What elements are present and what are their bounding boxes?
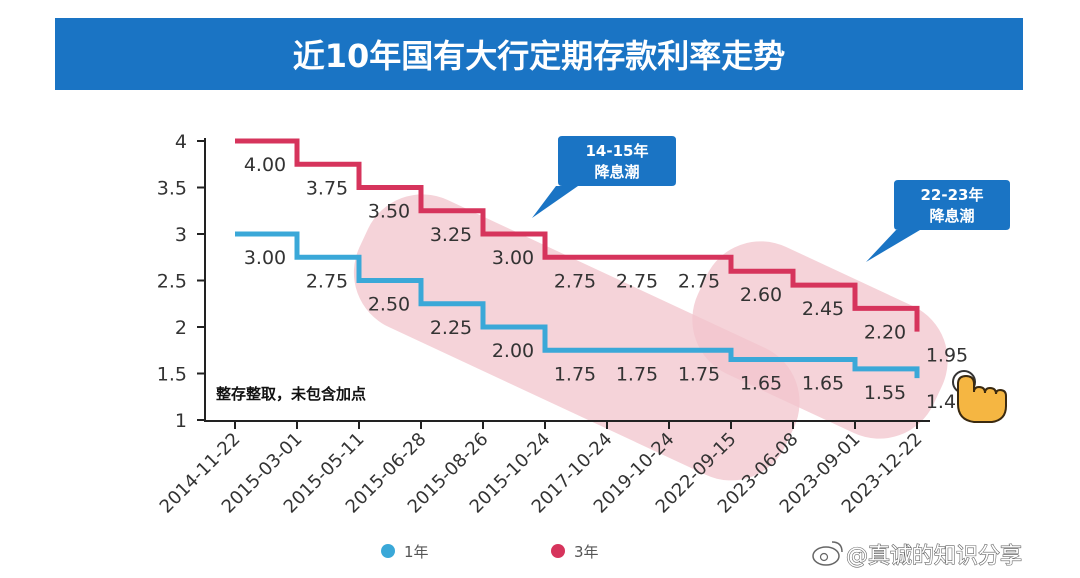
data-label-1yr: 2.00 (492, 340, 534, 362)
data-label-3yr: 2.60 (740, 284, 782, 306)
series-line-3yr (235, 138, 920, 332)
data-label-3yr: 2.75 (554, 270, 596, 292)
y-tick-label: 3.5 (157, 178, 187, 200)
legend-marker-1yr (381, 544, 395, 558)
data-label-3yr: 3.25 (430, 224, 472, 246)
data-label-1yr: 1.75 (616, 363, 658, 385)
callout-2-line-2: 降息潮 (929, 207, 974, 225)
legend-label-3yr: 3年 (574, 543, 599, 561)
y-tick-label: 1 (175, 410, 187, 432)
data-label-1yr: 1.75 (678, 363, 720, 385)
y-tick-label: 4 (175, 131, 187, 153)
callout-1-line-1: 14-15年 (586, 142, 649, 160)
watermark: @真诚的知识分享 (812, 541, 1023, 570)
y-tick-label: 2.5 (157, 271, 187, 293)
highlight-band-2022-2023 (692, 241, 948, 439)
data-label-1yr: 3.00 (244, 247, 286, 269)
callout-2-line-1: 22-23年 (921, 186, 984, 204)
weibo-icon (812, 541, 843, 566)
data-label-1yr: 2.50 (368, 294, 410, 316)
series-line-1yr (235, 231, 920, 379)
legend: 1年 3年 (381, 543, 599, 561)
axes: 11.522.533.542014-11-222015-03-012015-05… (156, 131, 930, 518)
data-label-3yr: 3.75 (306, 177, 348, 199)
data-label-3yr: 2.20 (864, 321, 906, 343)
pointing-hand-icon (952, 370, 1007, 423)
callout-14-15: 14-15年 降息潮 (532, 136, 676, 218)
data-label-1yr: 1.65 (740, 373, 782, 395)
data-label-3yr: 4.00 (244, 154, 286, 176)
data-label-3yr: 2.45 (802, 298, 844, 320)
chart-title: 近10年国有大行定期存款利率走势 (293, 37, 786, 75)
data-label-1yr: 2.25 (430, 317, 472, 339)
data-label-1yr: 1.65 (802, 373, 844, 395)
title-bar (55, 18, 1023, 90)
highlight-bands (353, 194, 948, 481)
legend-label-1yr: 1年 (404, 543, 429, 561)
data-label-3yr: 1.95 (926, 345, 968, 367)
y-tick-label: 3 (175, 224, 187, 246)
data-label-1yr: 1.55 (864, 382, 906, 404)
series-lines (235, 138, 920, 379)
callout-1-line-2: 降息潮 (594, 163, 639, 181)
callout-22-23: 22-23年 降息潮 (866, 180, 1010, 262)
y-tick-label: 1.5 (157, 364, 187, 386)
data-label-3yr: 3.00 (492, 247, 534, 269)
y-tick-label: 2 (175, 317, 187, 339)
data-label-1yr: 2.75 (306, 270, 348, 292)
legend-marker-3yr (551, 544, 565, 558)
watermark-text: @真诚的知识分享 (846, 544, 1022, 569)
highlight-band-2014-2015 (353, 194, 800, 481)
data-label-3yr: 3.50 (368, 201, 410, 223)
note-text: 整存整取，未包含加点 (216, 385, 366, 403)
data-label-3yr: 2.75 (678, 270, 720, 292)
data-label-1yr: 1.75 (554, 363, 596, 385)
data-label-3yr: 2.75 (616, 270, 658, 292)
